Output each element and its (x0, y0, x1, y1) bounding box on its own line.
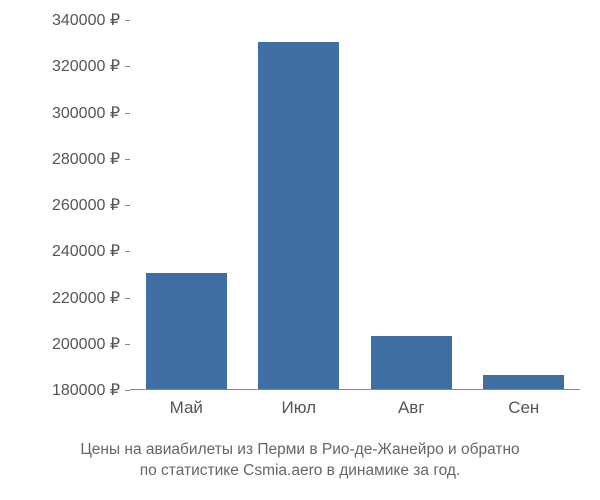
x-tick-label: Сен (508, 398, 539, 418)
x-tick-label: Июл (281, 398, 316, 418)
y-tick-label: 300000 ₽ (0, 103, 120, 123)
caption-line2: по статистике Csmia.aero в динамике за г… (140, 462, 461, 479)
x-tick-label: Май (170, 398, 203, 418)
y-tick-mark (125, 113, 130, 114)
chart-caption: Цены на авиабилеты из Перми в Рио-де-Жан… (0, 440, 600, 482)
y-tick-mark (125, 251, 130, 252)
y-tick-label: 180000 ₽ (0, 380, 120, 400)
y-tick-label: 200000 ₽ (0, 334, 120, 354)
y-tick-label: 280000 ₽ (0, 149, 120, 169)
bar (371, 336, 452, 389)
bar (146, 273, 227, 389)
y-tick-label: 240000 ₽ (0, 241, 120, 261)
bar (258, 42, 339, 389)
y-tick-mark (125, 205, 130, 206)
y-tick-mark (125, 298, 130, 299)
y-tick-label: 320000 ₽ (0, 56, 120, 76)
plot-area (130, 20, 580, 390)
price-bar-chart: 180000 ₽ 200000 ₽ 220000 ₽ 240000 ₽ 260000 ₽… (0, 10, 600, 430)
y-tick-label: 220000 ₽ (0, 288, 120, 308)
y-tick-mark (125, 344, 130, 345)
x-tick-label: Авг (398, 398, 425, 418)
y-tick-label: 260000 ₽ (0, 195, 120, 215)
y-tick-mark (125, 390, 130, 391)
y-tick-mark (125, 20, 130, 21)
bar (483, 375, 564, 389)
y-tick-mark (125, 66, 130, 67)
caption-line1: Цены на авиабилеты из Перми в Рио-де-Жан… (80, 441, 519, 458)
y-tick-mark (125, 159, 130, 160)
y-tick-label: 340000 ₽ (0, 10, 120, 30)
